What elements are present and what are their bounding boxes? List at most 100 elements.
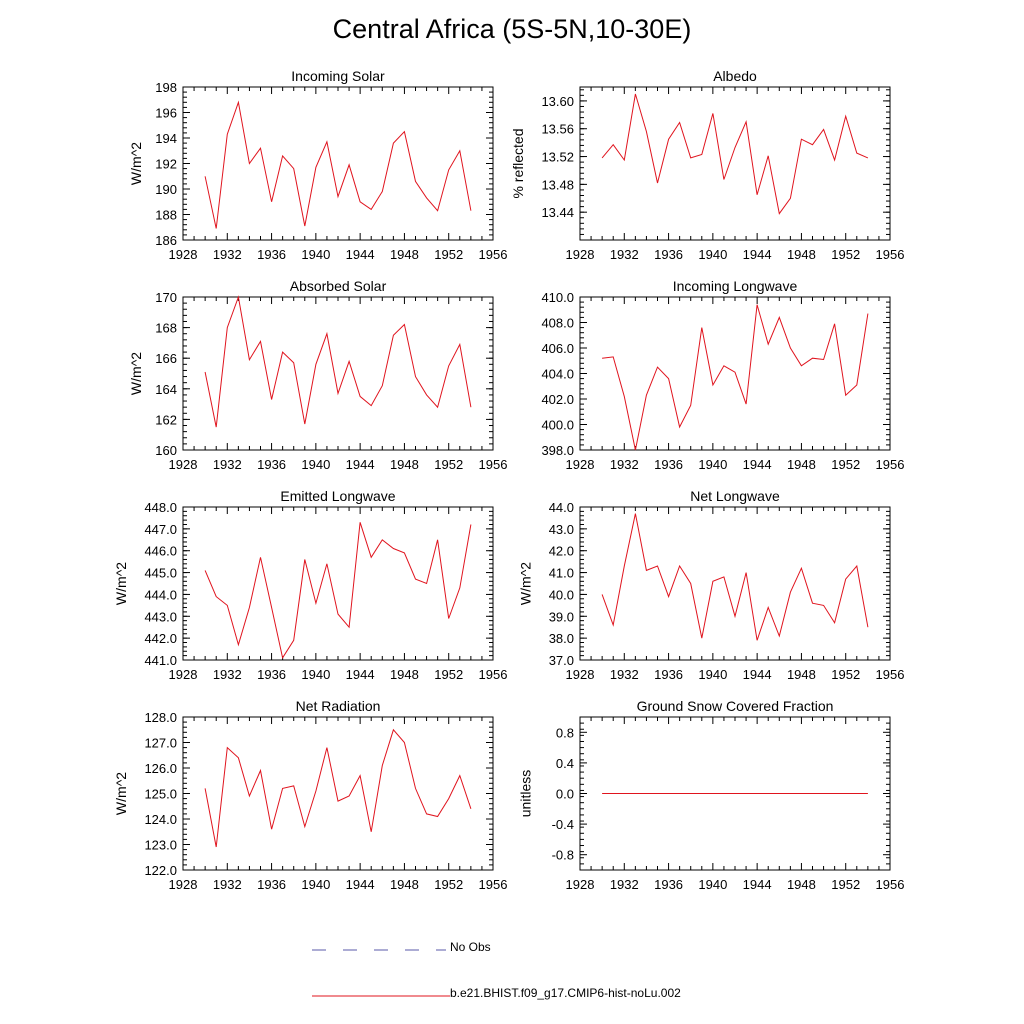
series-line — [601, 93, 869, 215]
x-tick-label: 1948 — [390, 667, 419, 682]
panel-title: Net Radiation — [296, 698, 381, 714]
x-tick-label: 1952 — [434, 247, 463, 262]
y-tick-label: 0.8 — [556, 725, 574, 740]
x-tick-label: 1952 — [434, 457, 463, 472]
y-tick-label: 408.0 — [541, 316, 574, 331]
y-tick-label: 170 — [155, 290, 177, 305]
x-tick-label: 1936 — [654, 457, 683, 472]
y-tick-label: 445.0 — [144, 566, 177, 581]
x-tick-label: 1940 — [301, 877, 330, 892]
y-tick-label: 406.0 — [541, 341, 574, 356]
x-tick-label: 1948 — [390, 247, 419, 262]
x-tick-label: 1940 — [698, 457, 727, 472]
panel-title: Net Longwave — [690, 488, 780, 504]
y-tick-label: 402.0 — [541, 392, 574, 407]
x-tick-label: 1928 — [566, 457, 595, 472]
y-tick-label: 39.0 — [549, 609, 574, 624]
series-line — [204, 522, 472, 660]
panel-2: Albedo 1928 1932 1936 1940 1944 1948 1952 1956 13… — [510, 68, 904, 262]
x-tick-label: 1948 — [390, 457, 419, 472]
x-tick-label: 1944 — [346, 667, 375, 682]
x-tick-label: 1936 — [257, 667, 286, 682]
x-tick-label: 1944 — [346, 247, 375, 262]
y-tick-label: 446.0 — [144, 544, 177, 559]
y-tick-label: 126.0 — [144, 761, 177, 776]
x-tick-label: 1948 — [787, 667, 816, 682]
panel-title: Incoming Longwave — [673, 278, 798, 294]
y-tick-label: 13.48 — [541, 177, 574, 192]
y-tick-label: 196 — [155, 106, 177, 121]
x-tick-label: 1952 — [434, 877, 463, 892]
y-tick-label: 13.60 — [541, 94, 574, 109]
panel-title: Incoming Solar — [291, 68, 385, 84]
plot-frame — [579, 86, 891, 241]
y-tick-label: 122.0 — [144, 863, 177, 878]
y-tick-label: 400.0 — [541, 418, 574, 433]
y-axis-label: W/m^2 — [517, 562, 533, 605]
x-tick-label: 1928 — [169, 457, 198, 472]
y-tick-label: 123.0 — [144, 838, 177, 853]
panel-title: Ground Snow Covered Fraction — [637, 698, 834, 714]
panel-title: Absorbed Solar — [290, 278, 387, 294]
y-axis-label: W/m^2 — [113, 562, 129, 605]
x-tick-label: 1948 — [787, 457, 816, 472]
panel-3: Absorbed Solar 1928 1932 1936 1940 1944 1948 19… — [128, 278, 508, 472]
x-tick-label: 1936 — [257, 457, 286, 472]
x-tick-label: 1948 — [390, 877, 419, 892]
y-tick-label: 164 — [155, 382, 177, 397]
panel-5: Emitted Longwave 1928 1932 1936 1940 1944 1948… — [113, 488, 507, 682]
x-tick-label: 1928 — [566, 877, 595, 892]
x-tick-label: 1956 — [479, 457, 508, 472]
x-tick-label: 1940 — [698, 247, 727, 262]
x-tick-label: 1932 — [213, 457, 242, 472]
plot-frame — [182, 506, 494, 661]
x-tick-label: 1928 — [566, 667, 595, 682]
y-tick-label: 188 — [155, 208, 177, 223]
x-tick-label: 1944 — [346, 877, 375, 892]
x-tick-label: 1944 — [346, 457, 375, 472]
y-tick-label: 410.0 — [541, 290, 574, 305]
y-tick-label: -0.4 — [552, 817, 574, 832]
y-tick-label: 186 — [155, 233, 177, 248]
x-tick-label: 1952 — [434, 667, 463, 682]
y-axis-label: W/m^2 — [128, 352, 144, 395]
x-tick-label: 1928 — [169, 667, 198, 682]
series-line — [204, 100, 472, 229]
x-tick-label: 1932 — [213, 667, 242, 682]
y-tick-label: 40.0 — [549, 587, 574, 602]
x-tick-label: 1956 — [479, 247, 508, 262]
y-tick-label: 168 — [155, 321, 177, 336]
x-tick-label: 1936 — [654, 877, 683, 892]
x-tick-label: 1932 — [213, 877, 242, 892]
x-tick-label: 1952 — [831, 667, 860, 682]
y-tick-label: 198 — [155, 80, 177, 95]
x-tick-label: 1940 — [698, 877, 727, 892]
y-tick-label: 448.0 — [144, 500, 177, 515]
legend-label-model: b.e21.BHIST.f09_g17.CMIP6-hist-noLu.002 — [450, 986, 681, 1000]
y-axis-label: % reflected — [510, 128, 526, 198]
x-tick-label: 1932 — [610, 247, 639, 262]
panel-1: Incoming Solar 1928 1932 1936 1940 1944 1948 19… — [128, 68, 508, 262]
series-line — [602, 304, 869, 451]
x-tick-label: 1928 — [169, 247, 198, 262]
y-tick-label: 44.0 — [549, 500, 574, 515]
x-tick-label: 1932 — [610, 457, 639, 472]
x-tick-label: 1956 — [479, 667, 508, 682]
y-tick-label: 441.0 — [144, 653, 177, 668]
panel-6: Net Longwave 1928 1932 1936 1940 1944 1948 1952… — [517, 488, 904, 682]
x-tick-label: 1936 — [257, 247, 286, 262]
x-tick-label: 1932 — [610, 667, 639, 682]
y-tick-label: 194 — [155, 131, 177, 146]
x-tick-label: 1936 — [257, 877, 286, 892]
y-tick-label: 443.0 — [144, 609, 177, 624]
y-tick-label: 0.4 — [556, 756, 574, 771]
x-tick-label: 1932 — [213, 247, 242, 262]
x-tick-label: 1940 — [301, 247, 330, 262]
y-tick-label: 190 — [155, 182, 177, 197]
plot-frame — [182, 86, 494, 241]
y-tick-label: 404.0 — [541, 367, 574, 382]
y-tick-label: 0.0 — [556, 787, 574, 802]
x-tick-label: 1928 — [169, 877, 198, 892]
y-tick-label: 160 — [155, 443, 177, 458]
